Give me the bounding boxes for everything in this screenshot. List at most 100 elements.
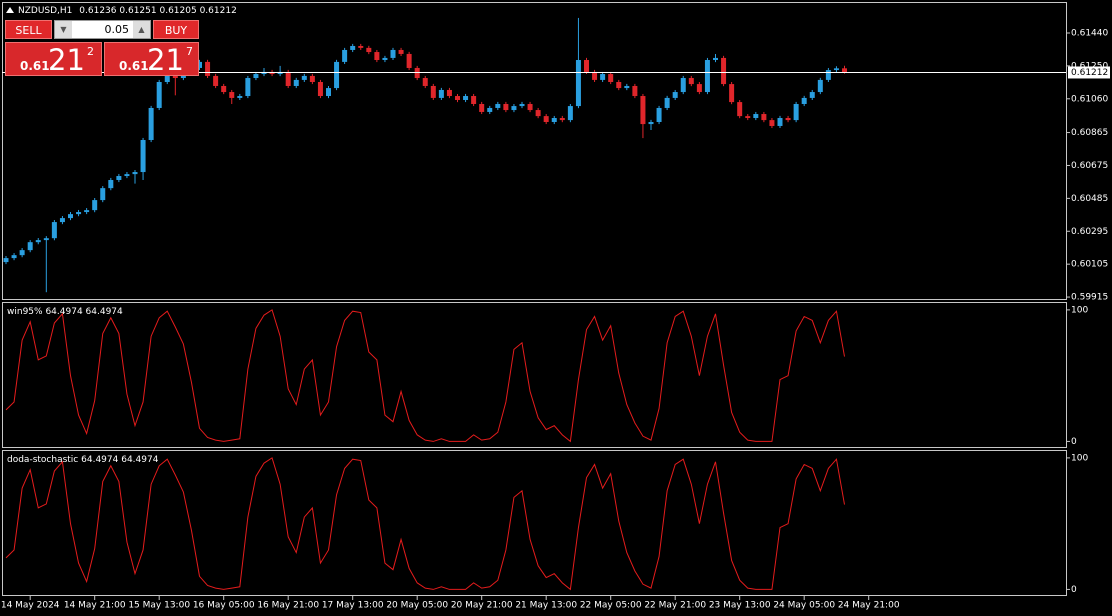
- y-tick-label: 0.61440: [1071, 28, 1108, 38]
- candle-body: [471, 96, 477, 104]
- lot-field[interactable]: ▼ 0.05 ▲: [54, 20, 151, 39]
- candle-body: [414, 67, 420, 79]
- candle-body: [197, 61, 202, 68]
- candle-body: [108, 180, 114, 189]
- open: 0.61236: [79, 6, 116, 16]
- x-tick-label: 17 May 13:00: [322, 601, 384, 611]
- candle-body: [632, 85, 638, 97]
- x-tick-label: 14 May 2024: [1, 601, 60, 611]
- indicator-value: 64.4974: [121, 455, 158, 465]
- x-tick-label: 22 May 21:00: [644, 601, 706, 611]
- bid-price[interactable]: 0.61 21 2: [5, 42, 102, 77]
- candle-body: [148, 107, 154, 141]
- candle-body: [334, 61, 340, 89]
- candle-body: [277, 71, 283, 75]
- candle-body: [205, 61, 211, 76]
- candle-body: [825, 70, 831, 80]
- y-tick-label: 0: [1071, 437, 1077, 447]
- candle-body: [729, 84, 735, 103]
- ask-price[interactable]: 0.61 21 7: [104, 42, 199, 77]
- x-tick-label: 16 May 21:00: [257, 601, 319, 611]
- x-tick-label: 22 May 05:00: [580, 601, 642, 611]
- candle-body: [616, 81, 622, 89]
- candle-body: [269, 71, 275, 75]
- price-big: 0.61: [119, 59, 149, 73]
- candle-body: [688, 78, 694, 85]
- candle-body: [132, 172, 138, 175]
- x-tick-label: 23 May 13:00: [709, 601, 771, 611]
- symbol: NZDUSD,H1: [18, 6, 72, 16]
- indicator-name: doda-stochastic: [7, 455, 78, 465]
- candle-body: [656, 107, 662, 122]
- price-pips: 21: [147, 43, 184, 77]
- y-tick-label: 100: [1071, 305, 1088, 315]
- y-tick-label: 0.61060: [1071, 94, 1108, 104]
- y-tick-label: 0.60105: [1071, 260, 1108, 270]
- candle-body: [753, 114, 759, 119]
- candle-body: [245, 78, 251, 97]
- candle-body: [92, 200, 98, 211]
- candle-body: [592, 71, 598, 80]
- candle-body: [519, 103, 525, 107]
- x-tick-label: 16 May 05:00: [193, 601, 255, 611]
- y-tick-label: 0.60675: [1071, 161, 1108, 171]
- candle-body: [430, 85, 436, 98]
- candle-body: [342, 49, 348, 62]
- candle-body: [640, 96, 646, 125]
- candle-body: [543, 116, 549, 122]
- sell-button[interactable]: SELL: [5, 20, 52, 39]
- lot-decrease[interactable]: ▼: [55, 21, 72, 38]
- lot-value[interactable]: 0.05: [104, 23, 130, 36]
- candle-body: [680, 78, 686, 93]
- candle-body: [809, 92, 815, 98]
- candle-body: [261, 71, 267, 75]
- candle-body: [463, 96, 469, 101]
- candle-body: [406, 53, 412, 68]
- candle-body: [648, 121, 654, 125]
- candle-body: [27, 242, 33, 251]
- main-pane-frame: [2, 2, 1067, 300]
- price-point: 7: [186, 45, 193, 58]
- indicator-value: 64.4974: [86, 307, 123, 317]
- candle-body: [737, 102, 743, 117]
- candle-body: [11, 255, 17, 259]
- lot-increase[interactable]: ▲: [133, 21, 150, 38]
- win95-pane-frame: [2, 302, 1067, 448]
- candle-body: [624, 85, 630, 89]
- high: 0.61251: [119, 6, 156, 16]
- y-tick-label: 100: [1071, 453, 1088, 463]
- x-tick-label: 24 May 05:00: [773, 601, 835, 611]
- candle-body: [116, 176, 122, 181]
- candle-body: [293, 79, 299, 86]
- candle-body: [721, 57, 727, 85]
- candle-body: [43, 238, 49, 241]
- candle-body: [76, 212, 82, 215]
- y-tick-label: 0.59915: [1071, 293, 1108, 303]
- candle-body: [19, 250, 25, 256]
- candle-body: [68, 214, 73, 219]
- candle-body: [455, 96, 460, 101]
- close: 0.61212: [200, 6, 237, 16]
- candle-body: [237, 96, 243, 98]
- indicator-value: 64.4974: [45, 307, 82, 317]
- x-tick-label: 24 May 21:00: [838, 601, 900, 611]
- doda-header: doda-stochastic 64.4974 64.4974: [7, 455, 159, 465]
- candle-body: [584, 60, 589, 72]
- candle-body: [793, 103, 799, 121]
- low: 0.61205: [159, 6, 196, 16]
- candle-body: [785, 118, 791, 121]
- collapse-icon[interactable]: [6, 7, 14, 13]
- x-tick-label: 21 May 13:00: [515, 601, 577, 611]
- candle-body: [535, 110, 541, 117]
- y-tick-label: 0.60865: [1071, 128, 1108, 138]
- buy-button[interactable]: BUY: [153, 20, 199, 39]
- y-tick-label: 0.60485: [1071, 194, 1108, 204]
- indicator-line: [5, 457, 845, 591]
- candle-body: [817, 79, 823, 93]
- candle-body: [35, 240, 41, 243]
- candle-body: [446, 89, 452, 97]
- indicator-value: 64.4974: [81, 455, 118, 465]
- candle-body: [761, 114, 767, 121]
- candle-body: [487, 107, 493, 112]
